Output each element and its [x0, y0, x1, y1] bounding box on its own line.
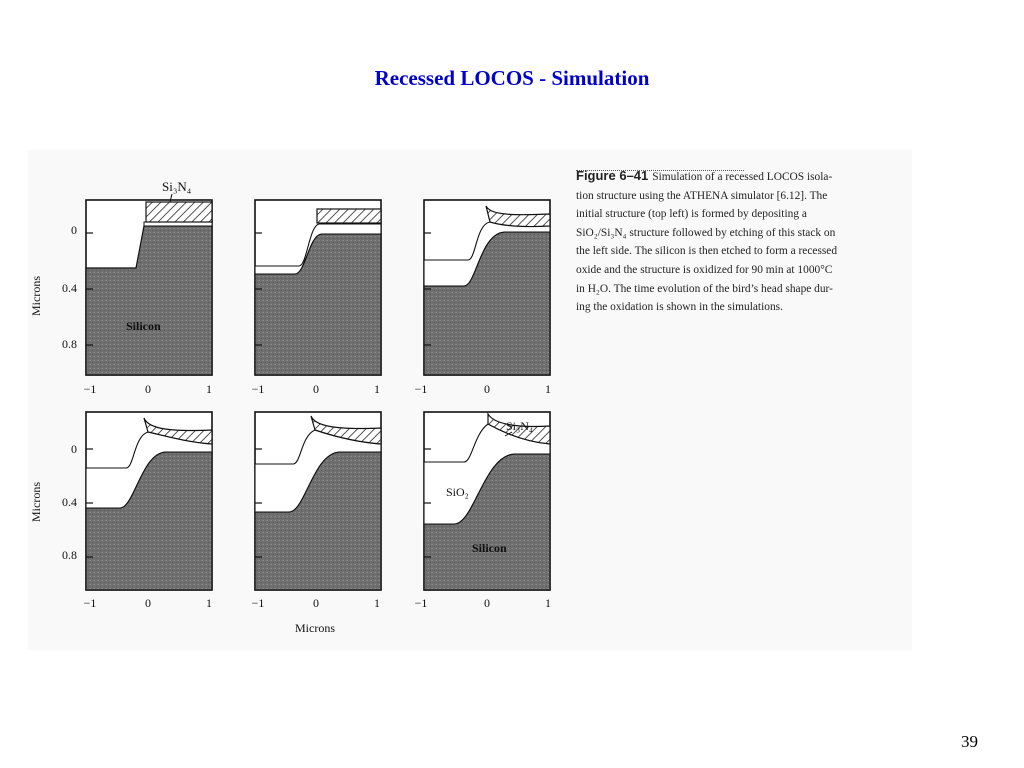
x-tick-label: −1 [84, 596, 97, 610]
caption-line: SiO₂/Si₃N₄ structure followed by etching… [576, 226, 836, 239]
y-tick-label: 0.4 [62, 495, 77, 509]
nitride-layer [143, 417, 213, 445]
x-tick-label: 1 [545, 596, 551, 610]
caption-line: ing the oxidation is shown in the simula… [576, 301, 783, 314]
panel-5 [254, 411, 382, 591]
x-tick-label: 0 [145, 382, 151, 396]
y-axis-label: Microns [29, 482, 43, 522]
caption-divider [576, 170, 744, 171]
y-tick-label: 0.4 [62, 281, 77, 295]
slide-title: Recessed LOCOS - Simulation [374, 66, 650, 90]
nitride-label: Si₃N₄ [506, 419, 533, 433]
silicon-label: Silicon [472, 541, 507, 555]
x-axis-label: Microns [295, 621, 335, 635]
x-tick-label: 1 [374, 382, 380, 396]
oxide-label: SiO₂ [446, 485, 469, 499]
caption-line: initial structure (top left) is formed b… [576, 208, 807, 221]
nitride-label: Si₃N₄ [162, 179, 192, 194]
nitride-layer [487, 411, 551, 445]
y-tick-label: 0 [71, 442, 77, 456]
x-tick-label: −1 [415, 382, 428, 396]
nitride-layer [316, 208, 382, 224]
x-tick-label: 0 [484, 596, 490, 610]
x-tick-label: 1 [206, 596, 212, 610]
nitride-layer [485, 205, 551, 228]
y-tick-label: 0 [71, 223, 77, 237]
x-tick-label: 0 [484, 382, 490, 396]
caption-line: the left side. The silicon is then etche… [576, 245, 838, 258]
nitride-layer [145, 201, 213, 223]
panel-1 [85, 199, 213, 376]
caption-line: in H₂O. The time evolution of the bird’s… [576, 282, 833, 295]
caption-label: Figure 6–41 [576, 168, 649, 183]
figure-caption: Figure 6–41 Simulation of a recessed LOCO… [576, 167, 894, 317]
x-tick-label: 0 [145, 596, 151, 610]
x-tick-label: −1 [252, 382, 265, 396]
x-tick-label: 1 [374, 596, 380, 610]
nitride-leader [169, 193, 173, 203]
oxide-pad [143, 221, 213, 227]
y-tick-label: 0.8 [62, 337, 77, 351]
x-tick-label: 1 [206, 382, 212, 396]
panel-4 [85, 411, 213, 591]
nitride-layer [310, 415, 382, 445]
x-tick-label: −1 [252, 596, 265, 610]
panel-6 [423, 411, 551, 591]
caption-line: oxide and the structure is oxidized for … [576, 263, 833, 276]
y-tick-label: 0.8 [62, 548, 77, 562]
x-tick-label: 0 [313, 382, 319, 396]
panel-3 [423, 199, 551, 376]
x-tick-label: 0 [313, 596, 319, 610]
x-tick-label: −1 [415, 596, 428, 610]
panel-2 [254, 199, 382, 376]
caption-line: Figure 6–41 Simulation of a recessed LOCO… [576, 168, 833, 183]
nitride-leader [504, 431, 513, 437]
oxide-region [254, 223, 382, 275]
tick-marks [86, 232, 431, 558]
oxide-region [423, 221, 551, 287]
page-number: 39 [961, 732, 978, 751]
x-tick-label: 1 [545, 382, 551, 396]
caption-line: tion structure using the ATHENA simulato… [576, 189, 828, 202]
x-tick-label: −1 [84, 382, 97, 396]
silicon-label: Silicon [126, 319, 161, 333]
y-axis-label: Microns [29, 276, 43, 316]
